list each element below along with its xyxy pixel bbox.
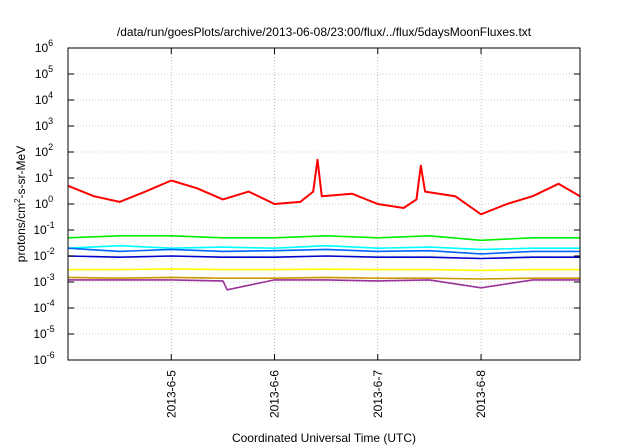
y-tick-label: 105 [35, 64, 53, 81]
y-axis-label: protons/cm2-s-sr-MeV [13, 146, 28, 262]
y-tick-label: 10-3 [33, 272, 54, 289]
y-tick-exponent: -3 [47, 272, 55, 282]
y-tick-exponent: 4 [48, 90, 53, 100]
y-tick-base: 10 [33, 301, 47, 315]
series-line-2 [67, 235, 580, 242]
y-tick-exponent: -1 [47, 220, 55, 230]
series-line-6 [68, 268, 580, 272]
y-tick-label: 101 [35, 168, 53, 185]
series-line-7 [67, 276, 580, 280]
y-tick-base: 10 [35, 119, 49, 133]
y-tick-exponent: 2 [48, 142, 53, 152]
y-tick-label: 10-2 [33, 246, 54, 263]
series-line-4 [67, 247, 580, 255]
chart-title: /data/run/goesPlots/archive/2013-06-08/2… [117, 25, 532, 39]
y-tick-base: 10 [33, 223, 47, 237]
y-tick-label: 100 [35, 194, 53, 211]
x-axis: 2013-6-5 2013-6-6 2013-6-7 2013-6-8 [164, 48, 488, 418]
y-tick-label: 10-1 [33, 220, 54, 237]
y-axis-label-units: -s-sr-MeV [14, 146, 28, 199]
y-tick-exponent: -6 [47, 350, 55, 360]
x-tick-label: 2013-6-6 [268, 370, 282, 418]
y-tick-label: 102 [35, 142, 53, 159]
x-tick-label: 2013-6-5 [164, 370, 178, 418]
series-line-8 [68, 279, 580, 291]
y-tick-exponent: 6 [48, 38, 53, 48]
x-axis-label: Coordinated Universal Time (UTC) [232, 431, 416, 445]
series-group [67, 158, 581, 291]
y-tick-exponent: -2 [47, 246, 55, 256]
y-tick-label: 10-6 [33, 350, 54, 367]
y-tick-exponent: 0 [48, 194, 53, 204]
y-tick-base: 10 [33, 249, 47, 263]
y-tick-exponent: 3 [48, 116, 53, 126]
y-tick-exponent: -5 [47, 324, 55, 334]
y-tick-base: 10 [35, 171, 49, 185]
y-tick-label: 106 [35, 38, 53, 55]
series-line-5 [67, 255, 580, 260]
y-tick-base: 10 [35, 145, 49, 159]
y-tick-exponent: 1 [48, 168, 53, 178]
y-tick-label: 104 [35, 90, 53, 107]
y-tick-base: 10 [35, 41, 49, 55]
y-tick-base: 10 [33, 275, 47, 289]
y-tick-exponent: 5 [48, 64, 53, 74]
y-axis-label-superscript: 2 [13, 198, 22, 203]
y-tick-base: 10 [33, 353, 47, 367]
y-tick-base: 10 [33, 327, 47, 341]
x-tick-label: 2013-6-8 [474, 370, 488, 418]
y-axis: 10-610-510-410-310-210-11001011021031041… [33, 38, 580, 367]
series-line-3 [67, 244, 580, 251]
series-line-1 [67, 158, 581, 216]
y-tick-base: 10 [35, 197, 49, 211]
y-tick-label: 10-4 [33, 298, 54, 315]
y-tick-base: 10 [35, 67, 49, 81]
y-tick-label: 103 [35, 116, 53, 133]
y-tick-label: 10-5 [33, 324, 54, 341]
grid [68, 48, 580, 360]
y-axis-label-main: protons/cm [14, 203, 28, 262]
y-tick-base: 10 [35, 93, 49, 107]
y-tick-exponent: -4 [47, 298, 55, 308]
x-tick-label: 2013-6-7 [371, 370, 385, 418]
